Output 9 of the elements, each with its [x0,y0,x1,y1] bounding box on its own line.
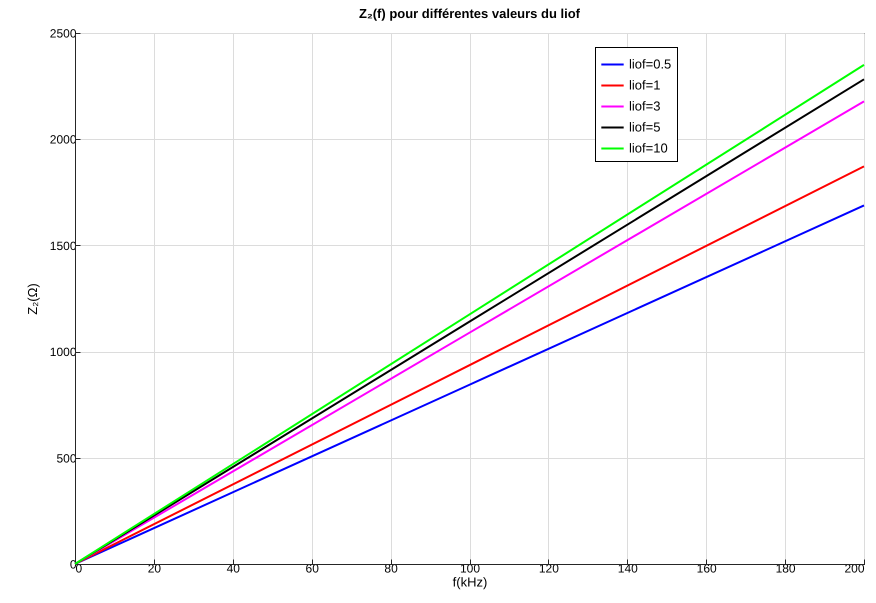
legend-label: liof=3 [629,98,660,114]
x-axis-title: f(kHz) [452,574,488,590]
y-axis-title: Z₂(Ω) [24,283,40,315]
legend-label: liof=10 [629,140,668,156]
legend-label: liof=0.5 [629,56,672,72]
legend-label: liof=1 [629,78,660,92]
legend-label: liof=5 [629,120,660,134]
y-tick-label: 2500 [50,26,77,40]
chart-title: Z₂(f) pour différentes valeurs du liof [358,6,581,21]
